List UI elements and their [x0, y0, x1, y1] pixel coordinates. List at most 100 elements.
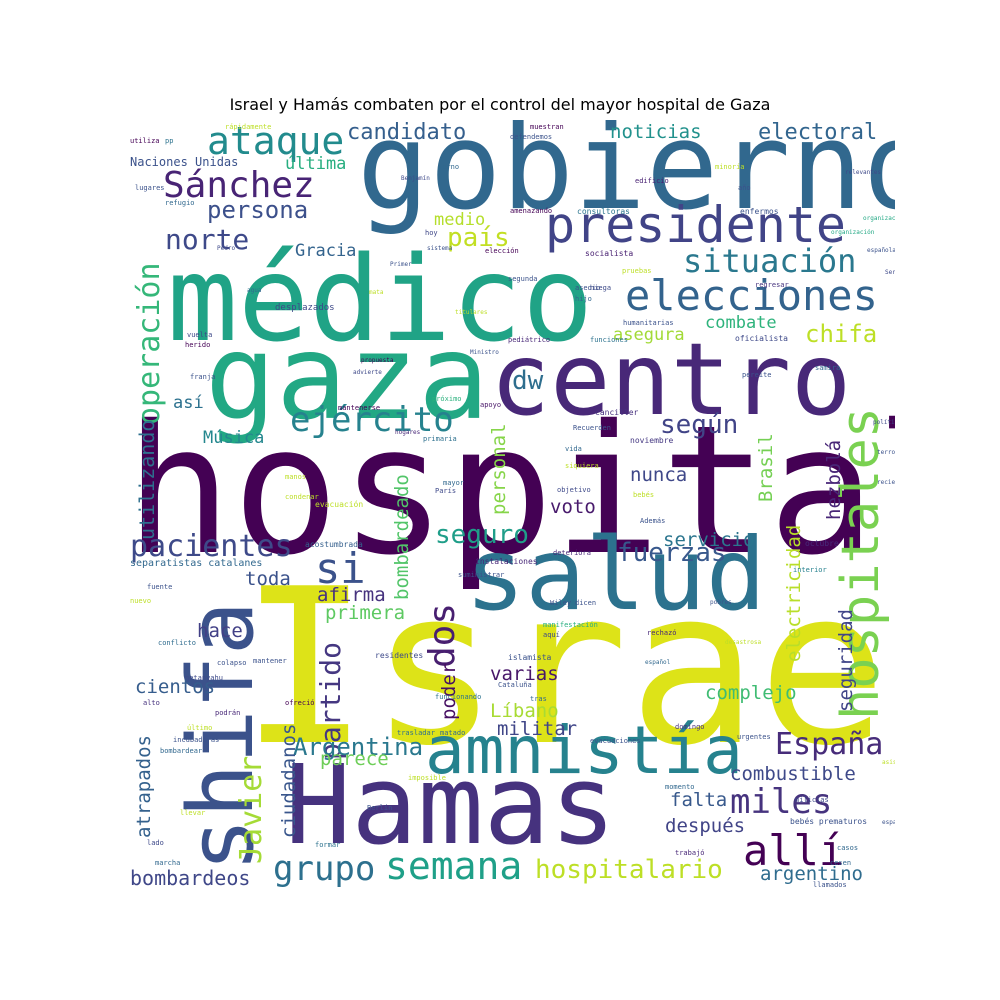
- word-regresar: regresar: [755, 281, 789, 289]
- word-asegura: asegura: [613, 325, 685, 345]
- word-mantener: mantener: [253, 657, 287, 665]
- word-personal: personal: [488, 423, 510, 515]
- word-octubre: octubre: [805, 539, 839, 548]
- word-imposible: imposible: [408, 774, 446, 782]
- word-fuerzas: fuerzas: [617, 538, 727, 568]
- word-mayor: mayor: [443, 479, 465, 487]
- word-electoral: electoral: [758, 120, 878, 145]
- word-hospitalario: hospitalario: [535, 855, 723, 885]
- word-musica: Música: [203, 428, 265, 448]
- word-siquiera: siquiera: [565, 462, 599, 470]
- word-dicen: podrán: [215, 709, 241, 717]
- word-terrorista: terrorista: [877, 449, 895, 456]
- word-amenazando: amenazando: [510, 207, 553, 215]
- word-espa-ol: español: [645, 659, 671, 666]
- word-pol-tica: política: [873, 419, 895, 426]
- word-apoyo: apoyo: [480, 401, 502, 409]
- word-gaza: gaza: [205, 308, 490, 446]
- word-objetivo: objetivo: [557, 486, 591, 494]
- word-javier: Javier: [234, 755, 269, 864]
- word-salud: salud: [465, 516, 767, 633]
- word-pacientes: pacientes: [130, 529, 293, 564]
- word-advierte: advierte: [353, 369, 382, 376]
- word-falta: falta: [670, 789, 728, 811]
- word-pediatrico: pediátrico: [508, 336, 551, 344]
- word-miles: miles: [730, 782, 833, 822]
- word-asisten: asisten: [882, 759, 895, 766]
- word-trasladar: trasladar: [397, 729, 435, 737]
- word-pp: pp: [165, 137, 174, 145]
- word-islamista: islamista: [508, 653, 552, 662]
- word-aqui: aquí: [543, 631, 560, 639]
- word-minoria: minoría: [715, 163, 745, 171]
- word-dw: dw: [512, 366, 544, 396]
- word-sistema: sistema: [427, 245, 453, 252]
- word-ultima: última: [285, 154, 347, 174]
- word-segun: según: [660, 410, 739, 440]
- word-primaria: primaria: [423, 435, 457, 443]
- word-voto: voto: [550, 496, 596, 518]
- word-hijo: hijo: [575, 295, 592, 303]
- word-paris: París: [435, 487, 457, 495]
- word-enfermos: enfermos: [740, 207, 779, 216]
- word-domingo: domingo: [675, 723, 705, 731]
- word-espa-ola: española: [867, 247, 895, 254]
- word-llevar: llevar: [180, 809, 206, 817]
- word-atrapados: atrapados: [133, 735, 155, 838]
- word-libano: Líbano: [490, 700, 559, 722]
- word-grupo: grupo: [273, 849, 376, 889]
- word-dos: dos: [422, 602, 463, 668]
- word-evacuacion: evacuación: [315, 500, 364, 509]
- word-sergio: Sergio: [885, 269, 895, 276]
- word-cataluna: Cataluña: [498, 681, 532, 689]
- word-hezbola: hezbolá: [823, 439, 845, 520]
- word-urgentes: urgentes: [737, 733, 771, 741]
- word-elecciones: elecciones: [625, 271, 878, 320]
- word-gracia: Gracia: [295, 241, 357, 261]
- word-funciones: funciones: [590, 336, 628, 344]
- word-seguro: seguro: [435, 520, 529, 550]
- word-alto: alto: [143, 699, 160, 707]
- word-fuente: fuente: [147, 583, 173, 591]
- word-casos: casos: [837, 844, 859, 852]
- word-combustible: combustible: [730, 763, 856, 785]
- word-evacuaciones: evacuaciones: [590, 737, 641, 745]
- word-vuelta: vuelta: [187, 331, 213, 339]
- word-condenar: condenar: [285, 493, 319, 501]
- word-tras: tras: [530, 695, 547, 703]
- word-gobierno: gobierno: [357, 120, 895, 237]
- word-servicio: servicio: [663, 529, 755, 551]
- word-benjam-n: Benjamín: [401, 175, 430, 182]
- word-vida: vida: [565, 445, 582, 453]
- word-pruebas: pruebas: [622, 267, 652, 275]
- word-candidato: candidato: [347, 120, 467, 145]
- word-bombardear: bombardear: [160, 747, 203, 755]
- word-desastrosa: desastrosa: [725, 639, 762, 646]
- word-norte: norte: [165, 223, 250, 256]
- word-hace: hace: [197, 620, 243, 642]
- word-acostumbrada: acostumbrada: [305, 540, 363, 549]
- word-mata: Wiley: [550, 599, 572, 607]
- word-rechazo: rechazó: [647, 629, 677, 637]
- word-ciudadanos: ciudadanos: [278, 723, 300, 838]
- word-toda: toda: [245, 568, 291, 590]
- word-despues: después: [665, 815, 746, 837]
- word-hogares: hogares: [395, 429, 421, 436]
- word-torno: torno: [438, 163, 460, 171]
- word-matado: matado: [440, 729, 466, 737]
- word-argentino: argentino: [760, 863, 863, 885]
- word-combate: combate: [705, 313, 777, 333]
- word-eleccion: elección: [485, 247, 519, 255]
- word-utiliza: utiliza: [130, 137, 160, 145]
- word-pedro: Pedro: [217, 245, 236, 252]
- word-alli: allí: [743, 826, 845, 875]
- word-suministrar: suministrar: [458, 571, 505, 579]
- word-bebes-prematuros: bebés prematuros: [790, 817, 868, 826]
- word-presidente: presidente: [545, 196, 847, 254]
- word-operacion: operación: [132, 262, 167, 425]
- word-interior: interior: [793, 566, 827, 574]
- word-hoy: hoy: [425, 229, 438, 237]
- word-consultoras: consultoras: [577, 207, 630, 216]
- word-ofrecio: ofreció: [285, 699, 315, 707]
- word-conflicto: conflicto: [158, 639, 196, 647]
